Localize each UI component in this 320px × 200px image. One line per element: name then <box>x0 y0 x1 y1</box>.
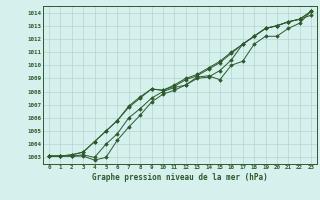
X-axis label: Graphe pression niveau de la mer (hPa): Graphe pression niveau de la mer (hPa) <box>92 173 268 182</box>
